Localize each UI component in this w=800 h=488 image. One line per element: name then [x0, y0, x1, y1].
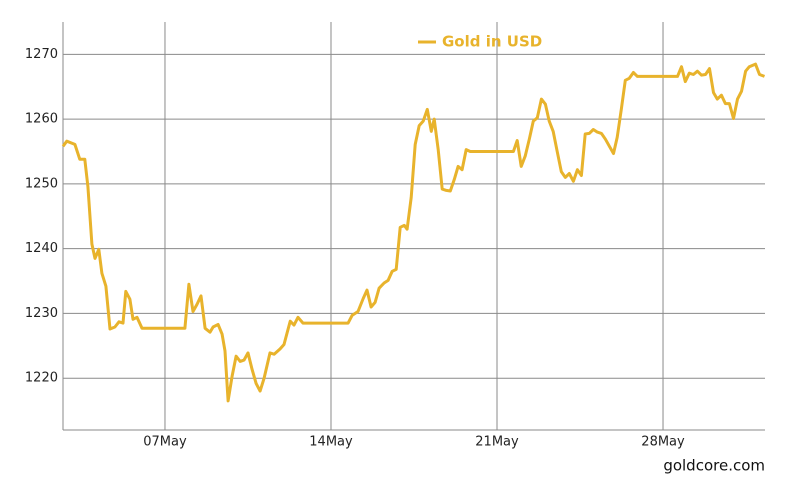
x-tick-label: 14May: [309, 435, 353, 450]
watermark: goldcore.com: [663, 457, 765, 475]
series-line: [61, 62, 766, 403]
y-tick-label: 1230: [25, 306, 58, 321]
y-tick-label: 1220: [25, 371, 58, 386]
y-tick-label: 1270: [25, 47, 58, 62]
legend-label: Gold in USD: [442, 33, 542, 51]
x-tick-label: 07May: [143, 435, 187, 450]
x-tick-label: 21May: [475, 435, 519, 450]
y-tick-label: 1260: [25, 112, 58, 127]
x-tick-label: 28May: [641, 435, 685, 450]
y-tick-label: 1250: [25, 176, 58, 191]
y-tick-label: 1240: [25, 241, 58, 256]
